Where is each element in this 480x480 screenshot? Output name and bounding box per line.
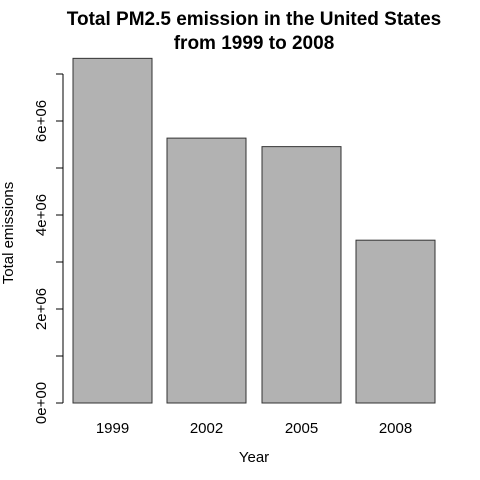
bar-2008 — [355, 239, 436, 404]
y-tick-label-4e+06: 4e+06 — [33, 194, 50, 236]
y-axis-label: Total emissions — [0, 182, 17, 285]
y-tick-label-6e+06: 6e+06 — [33, 100, 50, 142]
x-axis-label: Year — [239, 449, 269, 466]
y-tick-label-0e+00: 0e+00 — [33, 382, 50, 424]
x-tick-label-2008: 2008 — [379, 420, 412, 437]
x-tick-label-2005: 2005 — [285, 420, 318, 437]
chart-title-line-2: from 1999 to 2008 — [174, 33, 335, 54]
x-tick-label-2002: 2002 — [190, 420, 223, 437]
bars-group — [72, 57, 436, 404]
x-tick-labels: 1999 2002 2005 2008 — [96, 420, 412, 437]
bar-2002 — [166, 137, 247, 404]
y-axis: 0e+00 2e+06 4e+06 6e+06 — [33, 73, 64, 424]
x-tick-label-1999: 1999 — [96, 420, 129, 437]
bar-2005 — [261, 146, 342, 404]
chart-title-line-1: Total PM2.5 emission in the United State… — [67, 9, 441, 30]
y-tick-label-2e+06: 2e+06 — [33, 288, 50, 330]
bar-1999 — [72, 57, 153, 404]
